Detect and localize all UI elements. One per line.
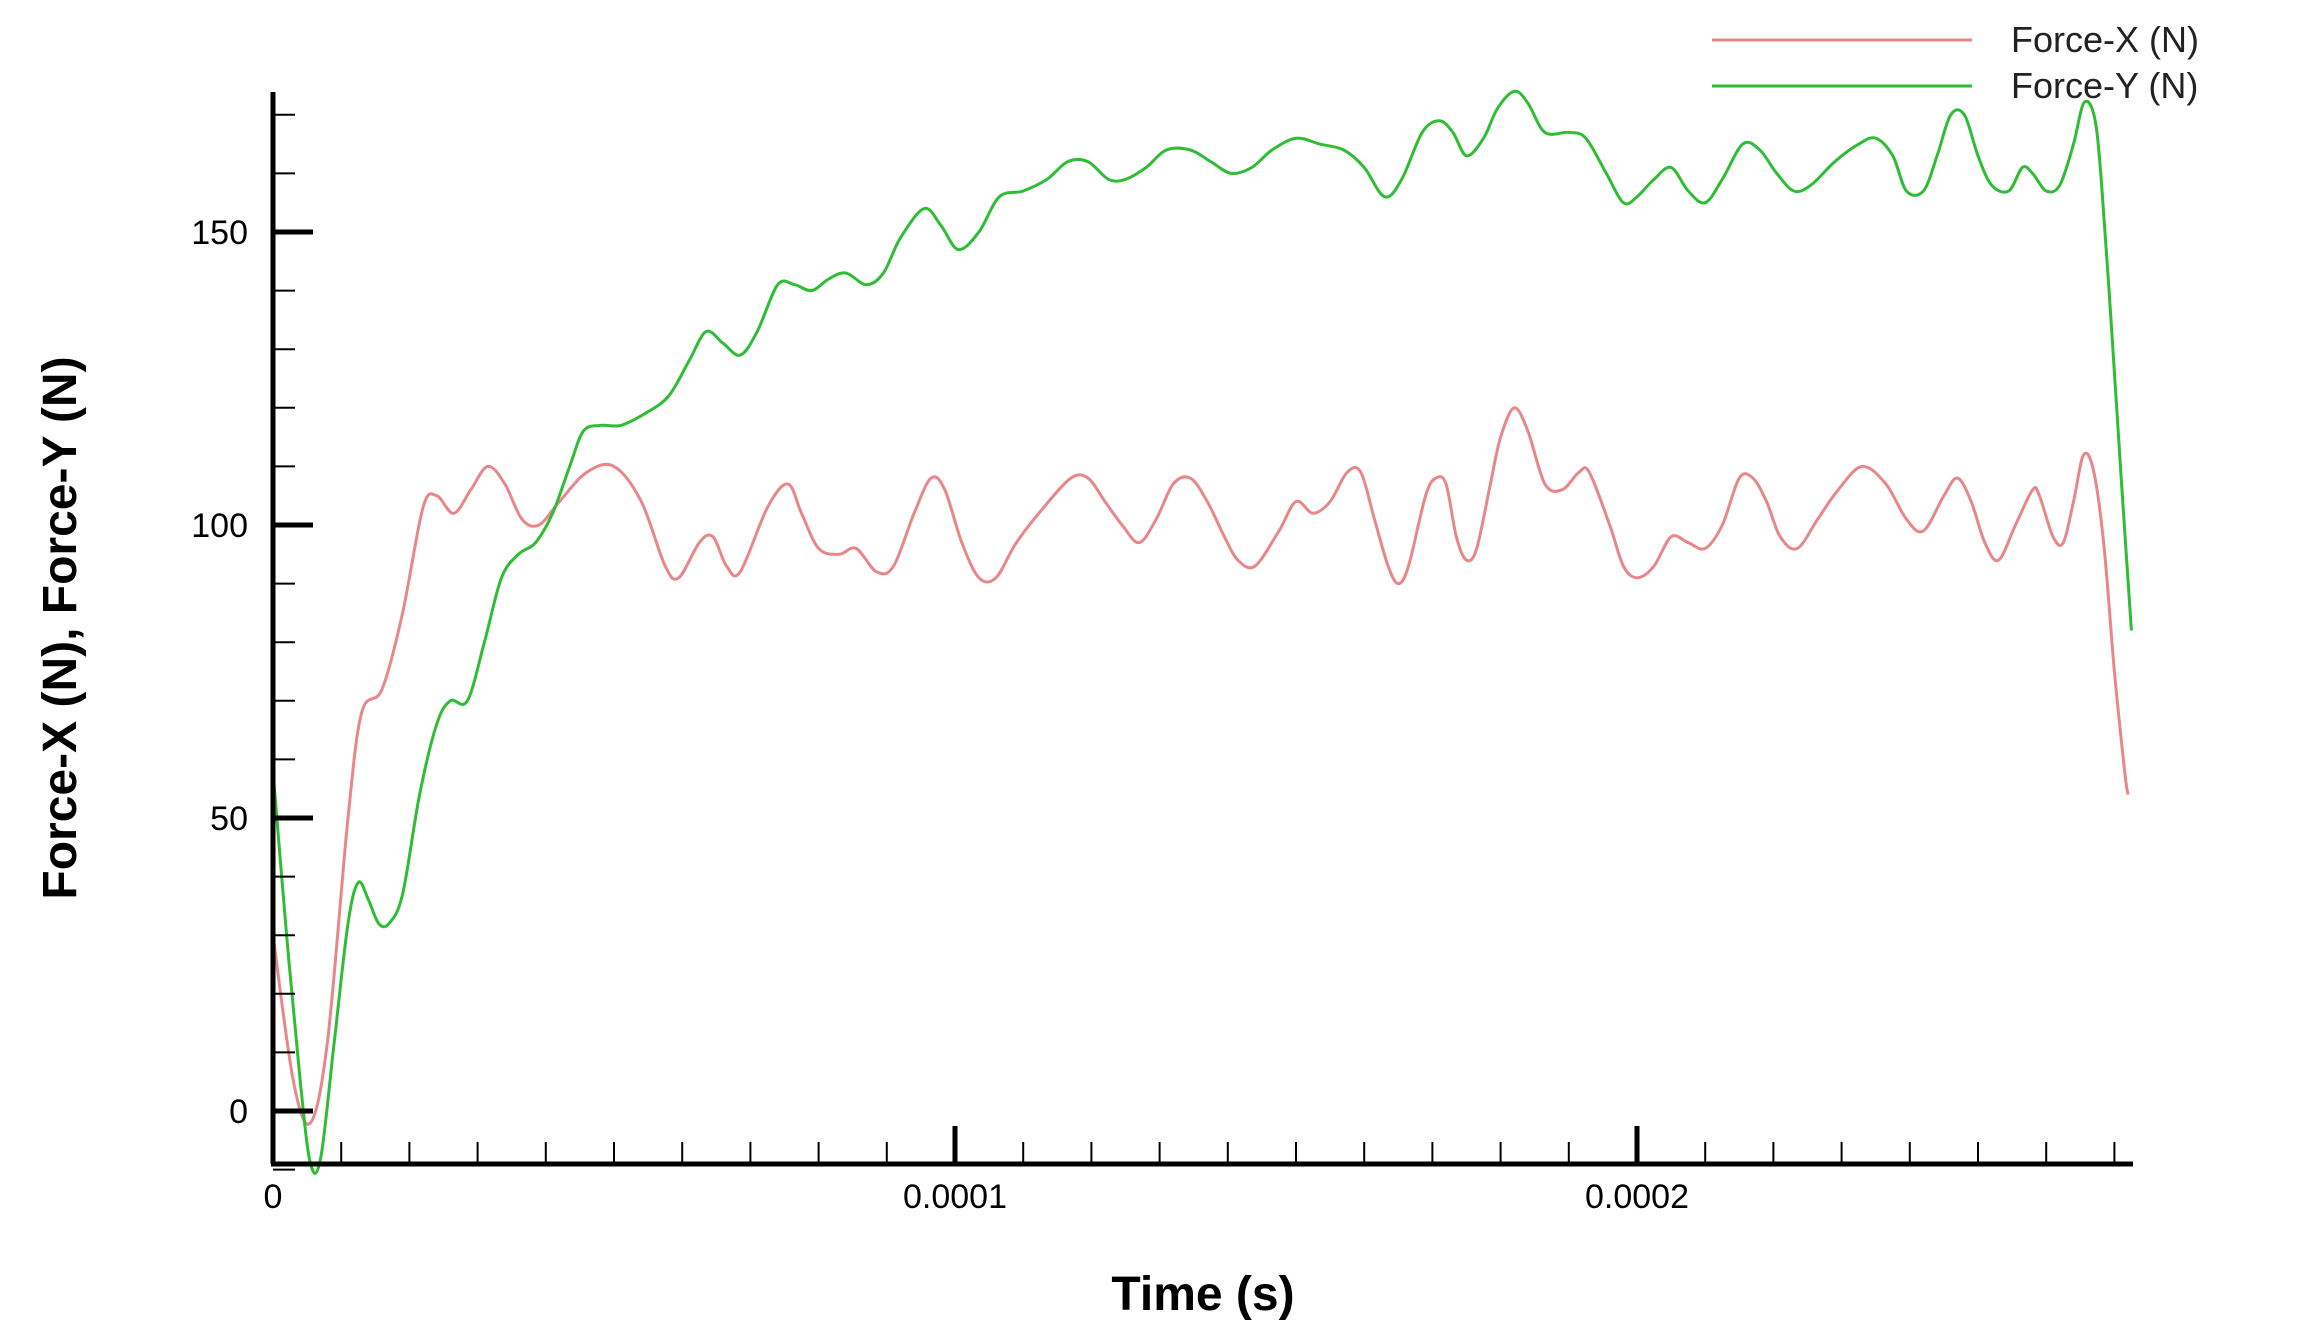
series-line-force-x (271, 406, 2130, 1126)
legend-label-force-x: Force-X (N) (2011, 19, 2199, 60)
series-line-force-y (271, 89, 2133, 1175)
y-tick-label: 100 (191, 507, 248, 545)
series-layer (271, 89, 2133, 1175)
x-tick-label: 0.0001 (903, 1178, 1007, 1216)
axes: 0 50 100 150 0 0.0001 0.0002 (191, 92, 2133, 1216)
y-ticks: 0 50 100 150 (191, 113, 313, 1171)
x-tick-label: 0 (264, 1178, 283, 1216)
legend-label-force-y: Force-Y (N) (2011, 65, 2198, 106)
legend: Force-X (N) Force-Y (N) (1712, 19, 2199, 106)
y-tick-label: 150 (191, 214, 248, 252)
y-tick-label: 50 (210, 800, 248, 838)
x-axis-title: Time (s) (1111, 1268, 1294, 1321)
y-tick-label: 0 (229, 1093, 248, 1131)
x-tick-label: 0.0002 (1585, 1178, 1689, 1216)
x-ticks: 0 0.0001 0.0002 (264, 1126, 2116, 1216)
y-axis-title: Force-X (N), Force-Y (N) (34, 356, 87, 899)
